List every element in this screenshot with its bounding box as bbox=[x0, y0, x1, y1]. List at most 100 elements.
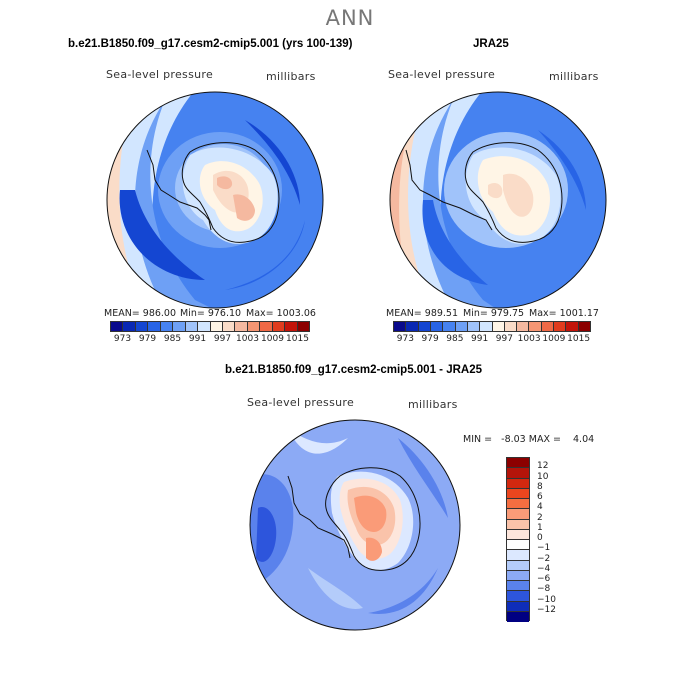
colorbar-tick-label: −1 bbox=[537, 543, 551, 554]
colorbar-tick-label: 991 bbox=[188, 334, 207, 344]
diff-units-label: millibars bbox=[408, 398, 458, 411]
colorbar-swatch bbox=[418, 322, 431, 331]
colorbar-swatch bbox=[507, 509, 529, 520]
panel-2-variable-label: Sea-level pressure bbox=[388, 68, 496, 81]
colorbar-tick-label: 979 bbox=[138, 334, 157, 344]
colorbar-tick-label: 1 bbox=[537, 522, 543, 533]
colorbar-swatch bbox=[272, 322, 286, 331]
diff-case-title: b.e21.B1850.f09_g17.cesm2-cmip5.001 - JR… bbox=[225, 364, 482, 376]
colorbar-swatch bbox=[135, 322, 149, 331]
colorbar-tick-label: −10 bbox=[537, 594, 556, 605]
colorbar-tick-label: 991 bbox=[471, 334, 489, 344]
colorbar-swatch bbox=[123, 322, 136, 331]
colorbar-tick-label: −4 bbox=[537, 563, 551, 574]
colorbar-swatch bbox=[111, 322, 124, 331]
colorbar-swatch bbox=[285, 322, 298, 331]
colorbar-swatch bbox=[160, 322, 174, 331]
panel-1-case-title: b.e21.B1850.f09_g17.cesm2-cmip5.001 (yrs… bbox=[68, 38, 353, 50]
colorbar-swatch bbox=[507, 591, 529, 602]
colorbar-swatch bbox=[507, 519, 529, 530]
colorbar-swatch bbox=[455, 322, 468, 331]
colorbar-tick-label: 1003 bbox=[236, 334, 259, 344]
colorbar-swatch bbox=[394, 322, 407, 331]
colorbar-swatch bbox=[507, 601, 529, 612]
diff-polar-map bbox=[249, 419, 461, 631]
colorbar-swatch bbox=[507, 570, 529, 581]
colorbar-tick-label: −12 bbox=[537, 604, 556, 615]
colorbar-tick-label: 4 bbox=[537, 502, 543, 513]
colorbar-swatch bbox=[507, 458, 529, 469]
colorbar-swatch bbox=[517, 322, 530, 331]
colorbar-tick-label: 1003 bbox=[517, 334, 541, 344]
colorbar-tick-label: 8 bbox=[537, 481, 543, 492]
panel-1-min: Min= 976.10 bbox=[180, 308, 242, 319]
colorbar-swatch bbox=[148, 322, 161, 331]
colorbar-tick-label: −8 bbox=[537, 584, 551, 595]
panel-2-colorbar bbox=[393, 321, 591, 332]
colorbar-tick-label: 1009 bbox=[542, 334, 566, 344]
panel-2-units-label: millibars bbox=[549, 70, 599, 83]
colorbar-swatch bbox=[507, 478, 529, 489]
colorbar-tick-label: 985 bbox=[446, 334, 464, 344]
colorbar-swatch bbox=[529, 322, 542, 331]
colorbar-tick-label: −2 bbox=[537, 553, 551, 564]
colorbar-swatch bbox=[406, 322, 419, 331]
colorbar-swatch bbox=[173, 322, 186, 331]
colorbar-swatch bbox=[507, 560, 529, 571]
panel-1-variable-label: Sea-level pressure bbox=[106, 68, 214, 81]
panel-2-colorbar-ticks: 973 979 985 991 997 1003 1009 1015 bbox=[393, 334, 591, 346]
colorbar-tick-label: 973 bbox=[113, 334, 132, 344]
colorbar-swatch bbox=[430, 322, 444, 331]
colorbar-swatch bbox=[492, 322, 505, 331]
colorbar-swatch bbox=[260, 322, 273, 331]
panel-1-max: Max= 1003.06 bbox=[246, 308, 316, 319]
colorbar-tick-label: 973 bbox=[396, 334, 414, 344]
colorbar-tick-label: 1015 bbox=[567, 334, 591, 344]
diff-variable-label: Sea-level pressure bbox=[247, 396, 355, 409]
colorbar-swatch bbox=[504, 322, 518, 331]
colorbar-swatch bbox=[507, 550, 529, 561]
panel-2-case-title: JRA25 bbox=[473, 38, 509, 50]
colorbar-swatch bbox=[480, 322, 493, 331]
colorbar-tick-label: 2 bbox=[537, 512, 543, 523]
colorbar-tick-label: −6 bbox=[537, 574, 551, 584]
colorbar-swatch bbox=[566, 322, 579, 331]
panel-2-polar-map bbox=[389, 91, 607, 309]
colorbar-swatch bbox=[247, 322, 261, 331]
colorbar-swatch bbox=[507, 581, 529, 592]
colorbar-swatch bbox=[210, 322, 223, 331]
panel-1-colorbar-ticks: 973 979 985 991 997 1003 1009 1015 bbox=[110, 334, 310, 346]
diff-colorbar-labels: 12 10 8 6 4 2 1 0 −1 −2 −4 −6 −8 −10 −12 bbox=[537, 457, 577, 621]
colorbar-tick-label: 12 bbox=[537, 461, 549, 472]
panel-1-mean: MEAN= 986.00 bbox=[104, 308, 177, 319]
diff-colorbar bbox=[506, 457, 530, 622]
colorbar-swatch bbox=[297, 322, 309, 331]
colorbar-swatch bbox=[541, 322, 555, 331]
colorbar-swatch bbox=[507, 540, 529, 551]
colorbar-swatch bbox=[198, 322, 211, 331]
panel-1-polar-map bbox=[106, 91, 324, 309]
panel-1-colorbar bbox=[110, 321, 310, 332]
colorbar-swatch bbox=[507, 488, 529, 499]
panel-2-min: Min= 979.75 bbox=[463, 308, 525, 319]
colorbar-swatch bbox=[578, 322, 590, 331]
panel-2-max: Max= 1001.17 bbox=[529, 308, 599, 319]
colorbar-swatch bbox=[507, 611, 529, 622]
colorbar-tick-label: 997 bbox=[213, 334, 232, 344]
colorbar-swatch bbox=[507, 529, 529, 540]
colorbar-tick-label: 979 bbox=[421, 334, 439, 344]
colorbar-swatch bbox=[467, 322, 481, 331]
colorbar-tick-label: 0 bbox=[537, 533, 543, 543]
colorbar-swatch bbox=[507, 499, 529, 510]
colorbar-tick-label: 997 bbox=[495, 334, 513, 344]
colorbar-tick-label: 1015 bbox=[286, 334, 309, 344]
diff-minmax: MIN = -8.03 MAX = 4.04 bbox=[463, 434, 595, 445]
colorbar-tick-label: 6 bbox=[537, 492, 543, 502]
page-title: ANN bbox=[325, 6, 375, 30]
colorbar-swatch bbox=[235, 322, 248, 331]
colorbar-tick-label: 10 bbox=[537, 471, 549, 482]
colorbar-swatch bbox=[554, 322, 567, 331]
panel-2-mean: MEAN= 989.51 bbox=[386, 308, 459, 319]
colorbar-tick-label: 985 bbox=[163, 334, 182, 344]
panel-1-units-label: millibars bbox=[266, 70, 316, 83]
